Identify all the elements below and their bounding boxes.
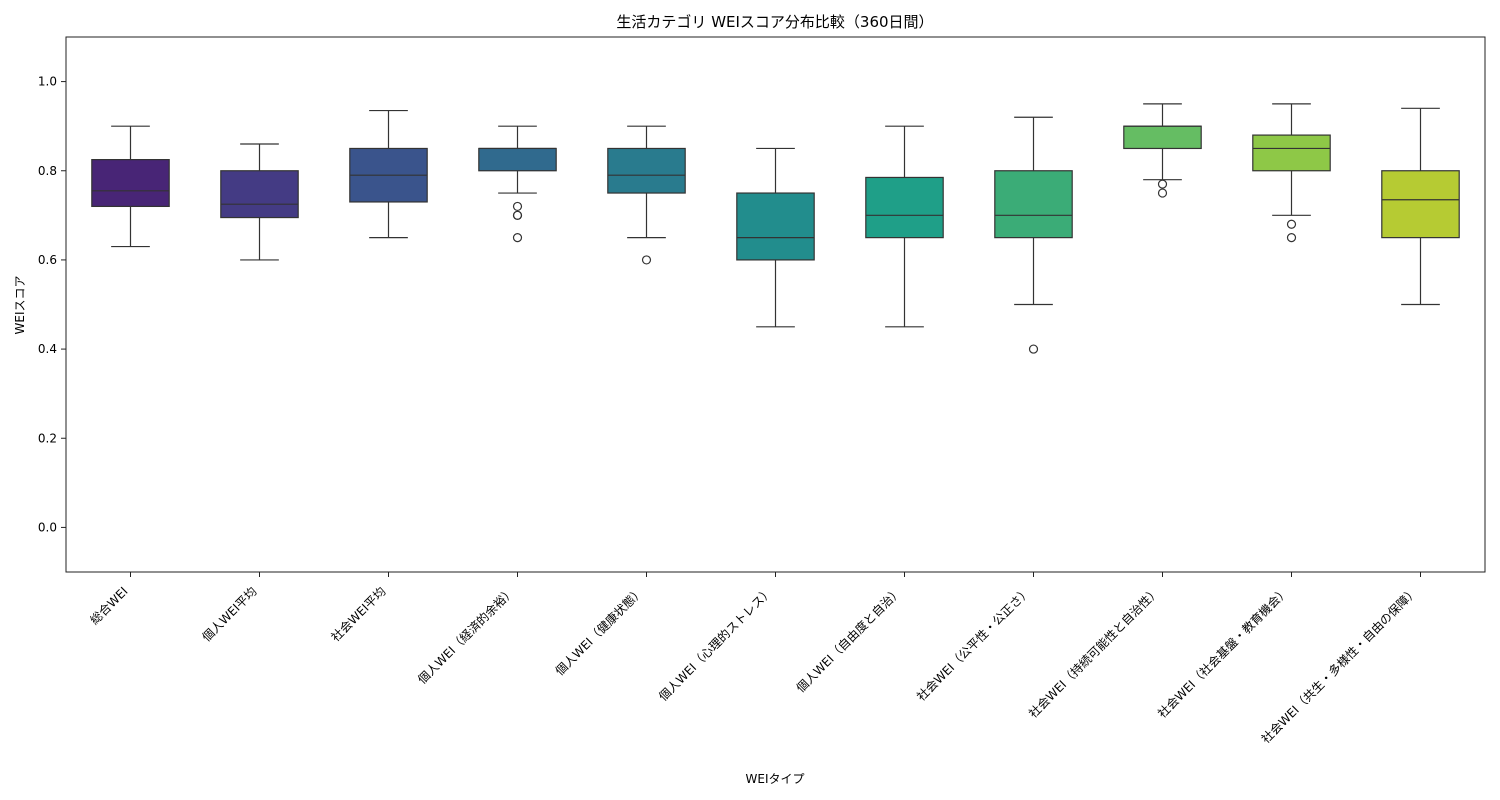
- box-11: [1381, 107, 1460, 306]
- box-body: [1381, 170, 1460, 239]
- x-tick-label: 総合WEI: [87, 584, 131, 628]
- outlier-point: [1028, 344, 1039, 354]
- outlier-point: [641, 255, 652, 265]
- boxes-group: [91, 103, 1460, 354]
- box-6: [736, 147, 815, 328]
- box-10: [1252, 103, 1331, 243]
- x-tick-label: 社会WEI（公平性・公正さ）: [913, 584, 1033, 704]
- box-8: [994, 116, 1073, 354]
- box-4: [478, 125, 557, 243]
- y-tick-label: 0.2: [38, 431, 57, 445]
- outlier-point: [1286, 233, 1297, 243]
- outlier-point: [1286, 219, 1297, 229]
- outlier-point: [1157, 188, 1168, 198]
- box-3: [349, 109, 428, 239]
- y-tick-label: 1.0: [38, 75, 57, 89]
- y-tick-label: 0.6: [38, 253, 57, 267]
- outlier-point: [512, 201, 523, 212]
- x-tick-label: 個人WEI（心理的ストレス）: [655, 584, 775, 704]
- x-tick-label: 社会WEI（持続可能性と自治性）: [1025, 584, 1162, 721]
- box-body: [220, 170, 299, 219]
- x-axis-label: WEIタイプ: [746, 772, 805, 786]
- y-tick-label: 0.4: [38, 342, 57, 356]
- box-body: [994, 170, 1073, 239]
- x-tick-label: 社会WEI（社会基盤・教育機会）: [1154, 584, 1291, 721]
- outlier-point: [1157, 179, 1168, 189]
- y-axis-label: WEIスコア: [13, 276, 27, 335]
- x-tick-label: 社会WEI（共生・多様性・自由の保障）: [1258, 584, 1421, 747]
- chart-title: 生活カテゴリ WEIスコア分布比較（360日間）: [616, 13, 933, 31]
- x-tick-label: 個人WEI（健康状態）: [552, 584, 647, 679]
- outlier-point: [512, 210, 523, 220]
- y-axis: 0.0 0.2 0.4 0.6 0.8 1.0: [38, 75, 66, 534]
- box-body: [736, 192, 815, 261]
- box-body: [1252, 134, 1331, 172]
- box-5: [607, 125, 686, 265]
- box-2: [220, 143, 299, 261]
- box-1: [91, 125, 170, 248]
- outlier-point: [512, 233, 523, 243]
- box-body: [478, 147, 557, 172]
- box-9: [1123, 103, 1202, 198]
- x-tick-label: 個人WEI平均: [200, 584, 260, 644]
- x-tick-label: 社会WEI平均: [328, 584, 389, 645]
- box-body: [91, 159, 170, 208]
- box-7: [865, 125, 944, 328]
- box-body: [865, 176, 944, 239]
- x-tick-label: 個人WEI（経済的余裕）: [414, 584, 517, 687]
- x-axis: 総合WEI 個人WEI平均 社会WEI平均 個人WEI（経済的余裕） 個人WEI（健康状…: [87, 572, 1421, 746]
- x-tick-label: 個人WEI（自由度と自治）: [793, 584, 905, 696]
- box-body: [607, 147, 686, 194]
- y-tick-label: 0.0: [38, 520, 57, 534]
- box-body: [1123, 125, 1202, 150]
- y-tick-label: 0.8: [38, 164, 57, 178]
